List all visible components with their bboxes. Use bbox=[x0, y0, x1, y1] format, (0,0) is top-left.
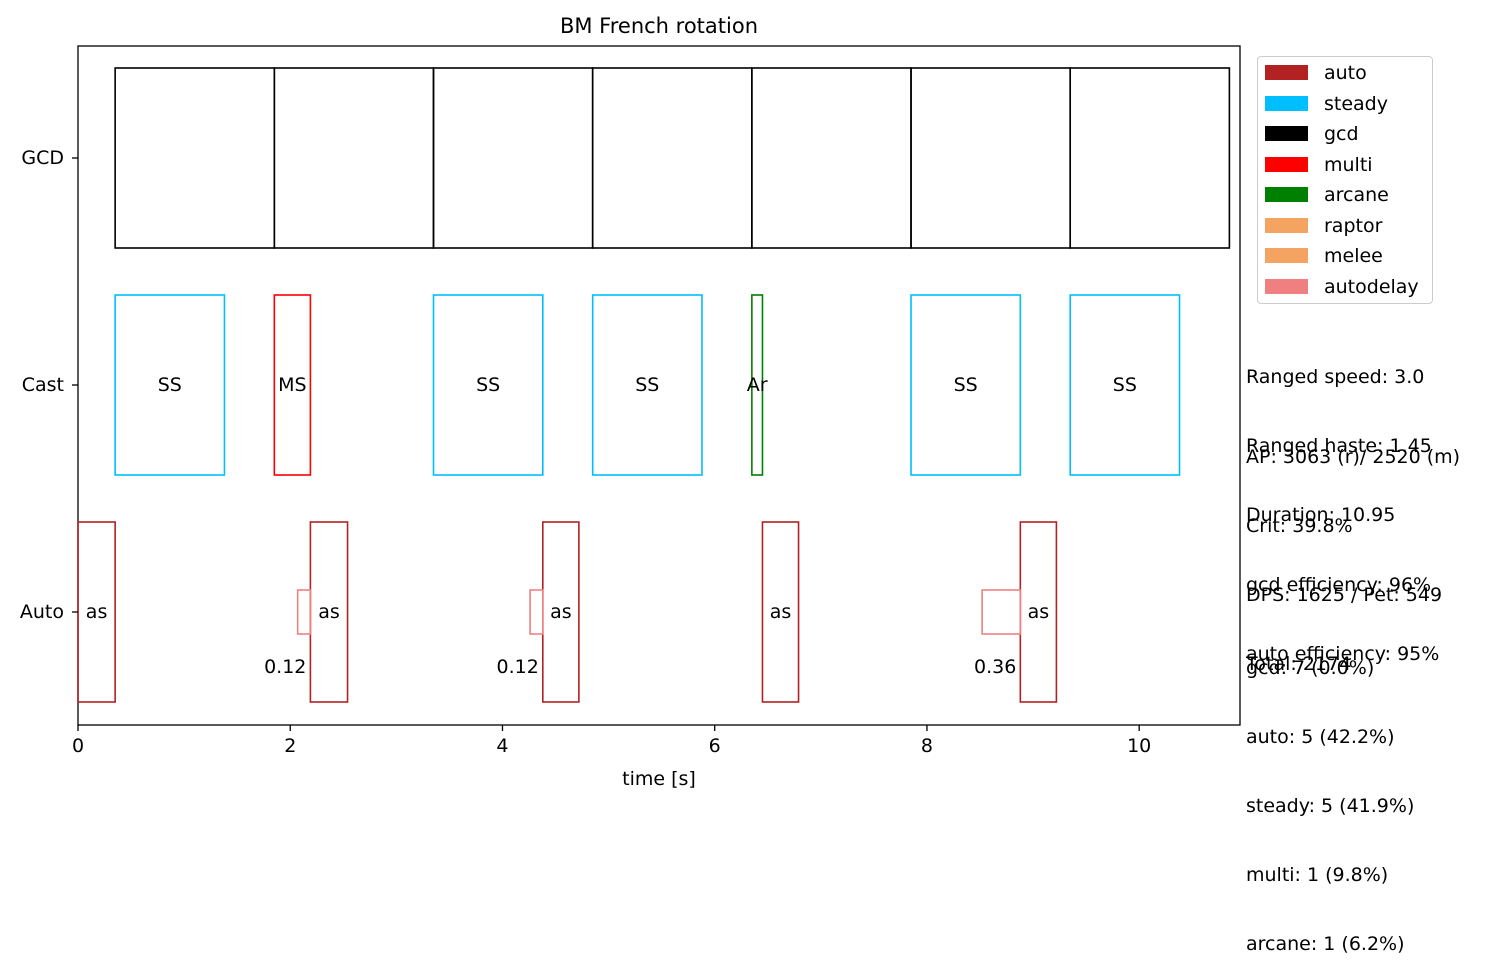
legend-label: melee bbox=[1324, 245, 1383, 267]
legend-label: gcd bbox=[1324, 123, 1359, 145]
legend-item-melee: melee bbox=[1258, 244, 1432, 275]
cast-label-6: SS bbox=[1113, 374, 1137, 396]
stats-block-counts: gcd: 7 (0.0%) auto: 5 (42.2%) steady: 5 … bbox=[1246, 611, 1414, 979]
autodelay-bar-0 bbox=[296, 589, 312, 635]
x-tick-label-5: 10 bbox=[1127, 735, 1151, 757]
x-tick-label-0: 0 bbox=[72, 735, 84, 757]
stat-crit: Crit: 39.8% bbox=[1246, 515, 1353, 537]
legend-swatch bbox=[1265, 248, 1308, 263]
auto-label-4: as bbox=[1028, 601, 1050, 623]
stat-auto-count: auto: 5 (42.2%) bbox=[1246, 726, 1395, 748]
legend-label: arcane bbox=[1324, 184, 1389, 206]
cast-bar-2 bbox=[432, 294, 544, 476]
cast-bar-0 bbox=[114, 294, 226, 476]
stat-gcd-efficiency: gcd efficiency: 96% bbox=[1246, 574, 1432, 596]
stat-multi-count: multi: 1 (9.8%) bbox=[1246, 864, 1389, 886]
legend-swatch bbox=[1265, 156, 1308, 172]
legend-item-raptor: raptor bbox=[1258, 214, 1432, 245]
autodelay-label-0: 0.12 bbox=[264, 656, 306, 678]
rotation-chart: BM French rotation SS MS SS SS Ar SS SS as as as a… bbox=[20, 14, 1241, 790]
stats-block-power: AP: 3063 (r)/ 2520 (m) Crit: 39.8% DPS: … bbox=[1246, 400, 1460, 699]
cast-label-0: SS bbox=[158, 374, 182, 396]
autodelay-label-2: 0.36 bbox=[974, 656, 1016, 678]
cast-bar-1 bbox=[273, 294, 312, 476]
stats-block-efficiency: gcd efficiency: 96% auto efficiency: 95% bbox=[1246, 528, 1439, 689]
legend-item-gcd: gcd bbox=[1258, 122, 1432, 153]
auto-label-3: as bbox=[770, 601, 792, 623]
cast-bar-5 bbox=[910, 294, 1022, 476]
cast-label-4: Ar bbox=[747, 374, 768, 396]
x-tick-label-2: 4 bbox=[496, 735, 508, 757]
cast-bar-6 bbox=[1069, 294, 1181, 476]
stat-ranged-speed: Ranged speed: 3.0 bbox=[1246, 366, 1425, 388]
legend-swatch bbox=[1265, 278, 1308, 294]
autodelay-label-1: 0.12 bbox=[496, 656, 538, 678]
cast-bar-3 bbox=[591, 294, 703, 476]
cast-label-1: MS bbox=[278, 374, 306, 396]
legend-label: multi bbox=[1324, 153, 1373, 176]
stat-auto-efficiency: auto efficiency: 95% bbox=[1246, 643, 1440, 665]
legend-swatch bbox=[1265, 95, 1308, 111]
legend-label: steady bbox=[1324, 92, 1388, 115]
stat-total: Total: 2174 bbox=[1246, 653, 1352, 675]
legend-swatch bbox=[1265, 217, 1308, 233]
autodelay-bar-1 bbox=[529, 589, 544, 635]
cast-label-3: SS bbox=[635, 374, 659, 396]
x-tick-label-3: 6 bbox=[709, 735, 721, 757]
cast-bar-4 bbox=[751, 294, 764, 476]
y-tick-label-0: GCD bbox=[21, 147, 64, 169]
stat-ap: AP: 3063 (r)/ 2520 (m) bbox=[1246, 446, 1461, 468]
stat-dps: DPS: 1625 / Pet: 549 bbox=[1246, 584, 1443, 606]
gcd-bar-4 bbox=[751, 67, 912, 249]
y-tick-label-2: Auto bbox=[20, 601, 64, 623]
stat-arcane-count: arcane: 1 (6.2%) bbox=[1246, 933, 1405, 955]
gcd-bar-1 bbox=[273, 67, 435, 249]
legend-item-auto: auto bbox=[1258, 61, 1432, 92]
gcd-bar-6 bbox=[1069, 67, 1231, 249]
chart-title: BM French rotation bbox=[560, 14, 758, 38]
auto-bar-3 bbox=[761, 521, 800, 703]
auto-label-0: as bbox=[86, 601, 108, 623]
y-tick-label-1: Cast bbox=[22, 374, 64, 396]
legend-item-autodelay: autodelay bbox=[1258, 275, 1432, 306]
stat-ranged-haste: Ranged haste: 1.45 bbox=[1246, 435, 1432, 457]
stats-block-speed: Ranged speed: 3.0 Ranged haste: 1.45 Dur… bbox=[1246, 320, 1432, 550]
legend-label: raptor bbox=[1324, 214, 1383, 237]
legend-label: auto bbox=[1324, 62, 1367, 84]
cast-label-5: SS bbox=[954, 374, 978, 396]
legend-item-steady: steady bbox=[1258, 92, 1432, 123]
gcd-bar-5 bbox=[910, 67, 1072, 249]
x-axis-label: time [s] bbox=[622, 768, 696, 790]
legend: auto steady gcd multi arcane raptor melee autod… bbox=[1257, 56, 1433, 304]
legend-item-multi: multi bbox=[1258, 153, 1432, 184]
legend-swatch bbox=[1265, 126, 1308, 141]
stat-gcd-count: gcd: 7 (0.0%) bbox=[1246, 657, 1375, 679]
x-tick-label-4: 8 bbox=[921, 735, 933, 757]
gcd-bar-2 bbox=[432, 67, 594, 249]
auto-label-2: as bbox=[550, 601, 572, 623]
x-tick-label-1: 2 bbox=[284, 735, 296, 757]
legend-swatch bbox=[1265, 187, 1308, 202]
stat-duration: Duration: 10.95 bbox=[1246, 504, 1396, 526]
auto-label-1: as bbox=[318, 601, 340, 623]
legend-item-arcane: arcane bbox=[1258, 183, 1432, 214]
gcd-bar-3 bbox=[591, 67, 753, 249]
legend-swatch bbox=[1265, 65, 1308, 80]
gcd-bar-0 bbox=[114, 67, 276, 249]
autodelay-bar-2 bbox=[981, 589, 1022, 635]
legend-label: autodelay bbox=[1324, 275, 1419, 298]
cast-label-2: SS bbox=[476, 374, 500, 396]
stat-steady-count: steady: 5 (41.9%) bbox=[1246, 795, 1415, 817]
